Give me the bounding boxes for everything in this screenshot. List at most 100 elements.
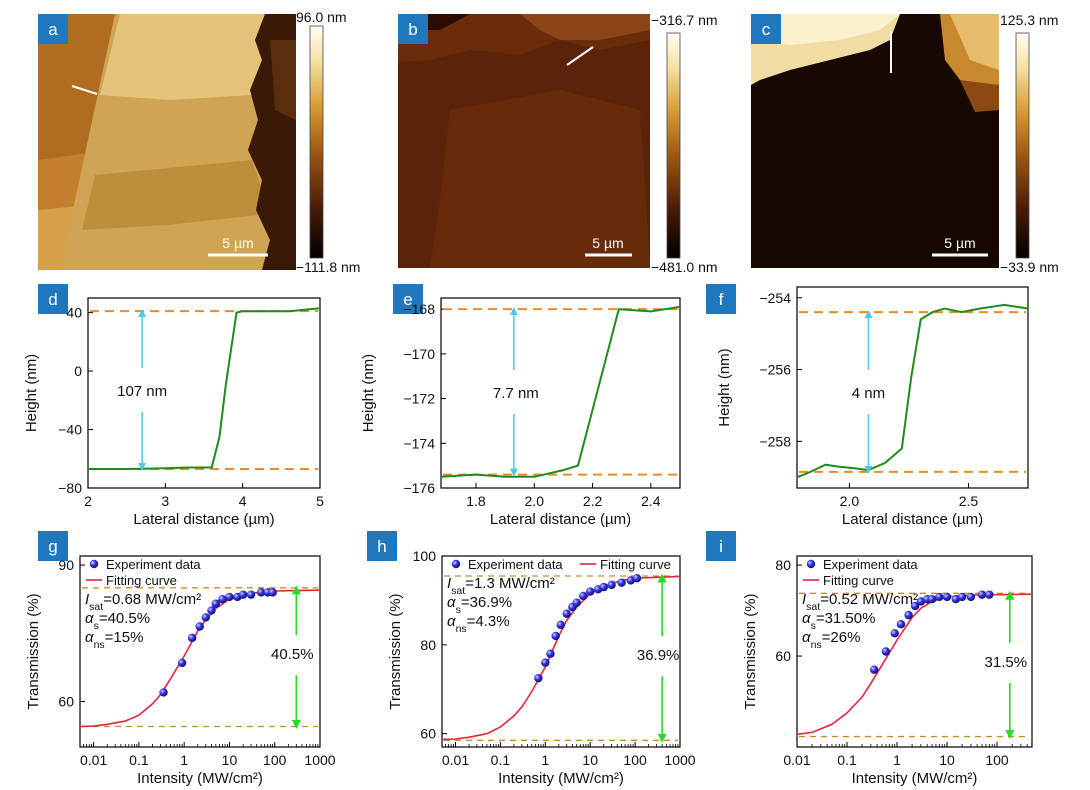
experiment-point (256, 588, 266, 597)
experiment-point (910, 601, 920, 611)
panel-badge (706, 284, 736, 314)
experiment-point (599, 582, 608, 592)
y-tick-label: 90 (58, 557, 74, 573)
y-axis-label: Transmission (%) (25, 593, 42, 709)
x-tick-label: 1.8 (466, 493, 486, 509)
chart-panel-d: d 2 3 4 5 −80 −40 0 40 Lateral distance (µm) Heigh… (23, 284, 324, 528)
experiment-point (534, 673, 543, 683)
experiment-point (985, 590, 994, 599)
colorbar (1015, 32, 1030, 259)
plot-frame (796, 286, 1029, 489)
colorbar-min: −33.9 nm (1000, 259, 1059, 275)
x-axis-label: Lateral distance (µm) (490, 511, 631, 528)
y-tick-label: −80 (58, 480, 82, 496)
x-tick-label: 1000 (304, 752, 335, 768)
fit-parameter: αs=40.5% (85, 610, 150, 632)
x-tick-label: 100 (985, 752, 1009, 768)
experiment-point (935, 592, 944, 602)
y-tick-label: 60 (58, 694, 74, 710)
x-axis-label: Intensity (MW/cm²) (137, 770, 263, 787)
y-tick-label: −176 (403, 480, 435, 496)
panel-badge (706, 531, 736, 561)
y-tick-label: −174 (403, 435, 435, 451)
x-tick-label: 2.5 (959, 493, 979, 509)
x-tick-label: 1 (180, 752, 188, 768)
colorbar-max: −316.7 nm (651, 12, 718, 28)
panel-badge (38, 14, 68, 44)
afm-panel-a: 5 µm a 96.0 nm −111.8 nm (38, 9, 360, 275)
legend-fit-label: Fitting curve (106, 573, 177, 588)
x-axis-label: Intensity (MW/cm²) (852, 770, 978, 787)
x-tick-label: 2.4 (641, 493, 661, 509)
afm-panel-c: 5 µm c 125.3 nm −33.9 nm (751, 12, 1059, 275)
experiment-point (238, 590, 248, 599)
experiment-point (977, 590, 987, 599)
y-tick-label: 100 (413, 548, 437, 564)
experiment-point (246, 590, 256, 599)
y-tick-label: 60 (420, 726, 436, 742)
experiment-point (896, 620, 906, 629)
x-axis-label: Intensity (MW/cm²) (498, 770, 624, 787)
legend-experiment-marker (89, 559, 99, 569)
panel-letter: g (48, 537, 57, 556)
legend-experiment-label: Experiment data (106, 557, 201, 572)
height-profile-line (440, 305, 681, 478)
experiment-point (201, 613, 210, 622)
x-tick-label: 1 (541, 752, 549, 768)
x-tick-label: 0.1 (491, 752, 511, 768)
plot-frame (87, 297, 321, 489)
colorbar-max: 125.3 nm (1000, 12, 1058, 28)
fit-parameter: αns=4.3% (447, 613, 510, 635)
experiment-point (966, 592, 976, 602)
experiment-point (942, 592, 952, 602)
panel-letter: c (762, 20, 771, 39)
x-tick-label: 0.1 (129, 752, 149, 768)
modulation-depth-label: 36.9% (637, 647, 680, 664)
experiment-point (551, 631, 560, 641)
plot-frame (79, 555, 321, 748)
y-tick-label: 40 (66, 305, 82, 321)
y-axis-label: Height (nm) (716, 348, 733, 426)
experiment-point (586, 587, 595, 596)
experiment-point (579, 591, 588, 601)
experiment-point (890, 629, 899, 638)
legend-experiment-label: Experiment data (468, 557, 563, 572)
experiment-point (881, 647, 891, 656)
colorbar-min: −111.8 nm (296, 259, 360, 275)
panel-letter: b (408, 20, 417, 39)
x-tick-label: 0.1 (837, 752, 857, 768)
panel-letter: i (719, 537, 723, 556)
fit-parameter: αns=15% (85, 629, 143, 651)
y-axis-label: Height (nm) (360, 354, 377, 432)
experiment-point (211, 599, 221, 608)
scale-bar-label: 5 µm (592, 235, 623, 251)
experiment-point (268, 588, 277, 597)
y-tick-label: −258 (759, 433, 791, 449)
y-tick-label: −256 (759, 362, 791, 378)
panel-letter: a (48, 20, 58, 39)
legend-experiment-marker (451, 559, 461, 569)
scale-bar-label: 5 µm (944, 235, 975, 251)
panel-letter: f (719, 290, 724, 309)
panel-badge (393, 284, 423, 314)
x-axis-label: Lateral distance (µm) (842, 511, 983, 528)
height-profile-line (796, 303, 1029, 479)
legend-fit-label: Fitting curve (600, 557, 671, 572)
experiment-point (187, 633, 197, 643)
fit-parameter: αns=26% (802, 629, 860, 651)
x-tick-label: 4 (239, 493, 247, 509)
height-profile-line (88, 307, 321, 470)
plot-frame (796, 555, 1033, 748)
x-tick-label: 10 (222, 752, 238, 768)
x-tick-label: 2.0 (840, 493, 860, 509)
x-tick-label: 1000 (664, 752, 695, 768)
y-axis-label: Transmission (%) (742, 593, 759, 709)
y-axis-label: Height (nm) (23, 354, 40, 432)
plot-frame (441, 555, 681, 748)
experiment-point (607, 580, 616, 590)
experiment-point (870, 665, 879, 674)
experiment-point (177, 658, 187, 668)
experiment-point (904, 610, 913, 620)
legend-experiment-label: Experiment data (823, 557, 918, 572)
panel-letter: d (48, 290, 57, 309)
